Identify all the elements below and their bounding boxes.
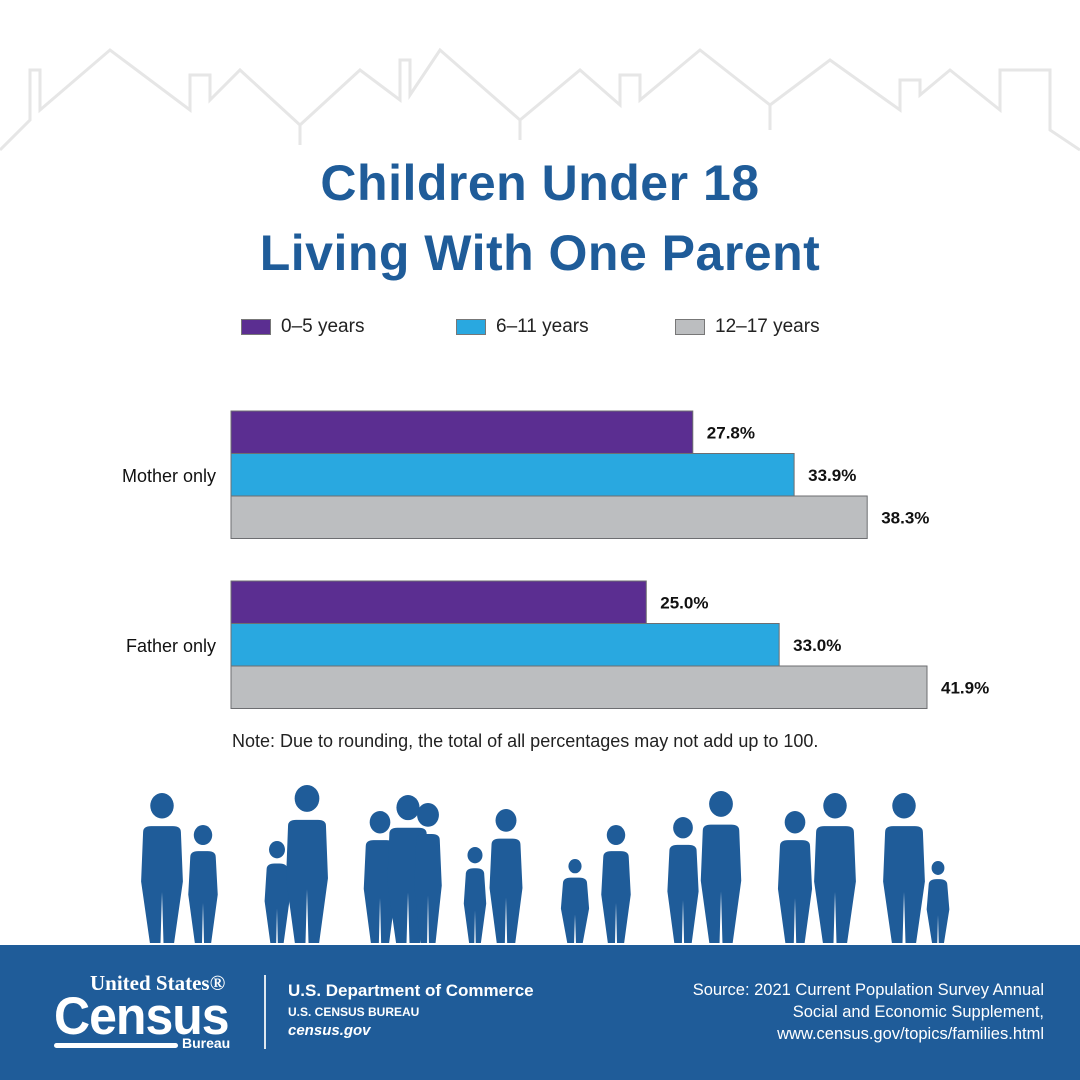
category-label-father-only: Father only bbox=[126, 636, 216, 656]
person-silhouette-7 bbox=[414, 803, 442, 943]
person-silhouette-17 bbox=[926, 861, 950, 943]
person-silhouette-13 bbox=[700, 791, 742, 943]
person-silhouette-11 bbox=[601, 825, 631, 943]
person-silhouette-16 bbox=[883, 793, 925, 943]
source-line-1: Source: 2021 Current Population Survey A… bbox=[692, 981, 1044, 999]
data-label-mother-only-series-0: 27.8% bbox=[707, 423, 755, 442]
bar-father-only-series-2 bbox=[230, 665, 928, 709]
category-label-mother-only: Mother only bbox=[122, 466, 216, 486]
bureau-name: U.S. CENSUS BUREAU bbox=[288, 1005, 420, 1019]
data-label-mother-only-series-2: 38.3% bbox=[881, 508, 929, 527]
data-label-father-only-series-2: 41.9% bbox=[941, 678, 989, 697]
footer-divider bbox=[264, 975, 266, 1049]
legend-label-0-5: 0–5 years bbox=[281, 316, 365, 337]
legend-label-6-11: 6–11 years bbox=[496, 316, 589, 337]
person-silhouette-10 bbox=[560, 859, 590, 943]
department-name: U.S. Department of Commerce bbox=[288, 981, 534, 1000]
person-silhouette-1 bbox=[141, 793, 183, 943]
legend-swatch-12-17 bbox=[675, 319, 705, 335]
logo-line-united-states: United States® bbox=[90, 971, 226, 995]
chart-note: Note: Due to rounding, the total of all … bbox=[232, 731, 819, 751]
person-silhouette-15 bbox=[814, 793, 856, 943]
website-link[interactable]: census.gov bbox=[288, 1022, 371, 1039]
legend-swatch-0-5 bbox=[241, 319, 271, 335]
data-label-father-only-series-1: 33.0% bbox=[793, 636, 841, 655]
data-label-mother-only-series-1: 33.9% bbox=[808, 466, 856, 485]
data-label-father-only-series-0: 25.0% bbox=[660, 593, 708, 612]
person-silhouette-14 bbox=[777, 811, 813, 943]
person-silhouette-12 bbox=[667, 817, 699, 943]
bar-mother-only-series-0 bbox=[230, 410, 694, 454]
bar-father-only-series-0 bbox=[230, 580, 647, 624]
person-silhouette-2 bbox=[188, 825, 218, 943]
logo-line-bureau: Bureau bbox=[182, 1035, 231, 1051]
source-line-3[interactable]: www.census.gov/topics/families.html bbox=[777, 1025, 1044, 1043]
chart-title-line-2: Living With One Parent bbox=[259, 225, 821, 281]
source-line-2: Social and Economic Supplement, bbox=[792, 1003, 1044, 1021]
chart-title-line-1: Children Under 18 bbox=[320, 155, 760, 211]
bar-father-only-series-1 bbox=[230, 623, 780, 667]
bar-mother-only-series-1 bbox=[230, 453, 795, 497]
census-bureau-logo: United States® Census Bureau bbox=[52, 971, 247, 1056]
footer: United States® Census Bureau U.S. Depart… bbox=[0, 945, 1080, 1080]
legend-swatch-6-11 bbox=[456, 319, 486, 335]
person-silhouette-9 bbox=[489, 809, 523, 943]
roofline-decoration bbox=[0, 47, 1080, 152]
bar-mother-only-series-2 bbox=[230, 495, 868, 539]
logo-line-census: Census bbox=[54, 986, 230, 1046]
family-silhouettes-illustration bbox=[141, 785, 950, 943]
bar-chart: Mother only 27.8% 33.9% 38.3% Father only 25.… bbox=[122, 410, 989, 709]
source-citation: Source: 2021 Current Population Survey A… bbox=[693, 979, 1044, 1045]
logo-underline bbox=[54, 1043, 178, 1048]
person-silhouette-3 bbox=[264, 841, 290, 943]
person-silhouette-4 bbox=[286, 785, 328, 943]
person-silhouette-8 bbox=[463, 847, 487, 943]
legend-label-12-17: 12–17 years bbox=[715, 316, 820, 337]
